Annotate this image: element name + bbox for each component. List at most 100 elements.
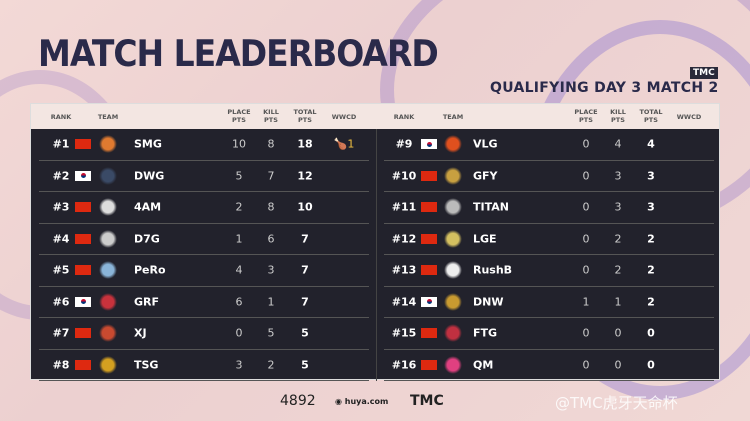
header-team: TEAM — [97, 113, 119, 121]
place-pts: 0 — [582, 358, 590, 372]
china-flag-icon — [421, 170, 437, 181]
place-pts: 1 — [582, 295, 590, 309]
team-name: FTG — [473, 326, 498, 340]
place-pts: 0 — [582, 263, 590, 277]
rank: #5 — [52, 263, 70, 277]
china-flag-icon — [75, 265, 91, 276]
total-pts: 2 — [647, 263, 655, 277]
table-row: #14 DNW 1 1 2 — [384, 287, 714, 318]
total-pts: 7 — [301, 263, 309, 277]
team-name: D7G — [134, 232, 160, 246]
table-row: #10 GFY 0 3 3 — [384, 161, 714, 192]
tmc-badge: TMC — [690, 67, 718, 79]
kill-pts: 6 — [267, 232, 275, 246]
team-logo-icon — [99, 229, 117, 248]
table-row: #8 TSG 3 2 5 — [39, 350, 369, 381]
korea-flag-icon — [75, 296, 91, 307]
table-row: #2 DWG 5 7 12 — [39, 161, 369, 192]
total-pts: 3 — [647, 169, 655, 183]
total-pts: 4 — [647, 137, 655, 151]
tmc-logo: TMC — [410, 393, 444, 409]
kill-pts: 3 — [614, 200, 622, 214]
rank: #2 — [52, 169, 70, 183]
place-pts: 3 — [235, 358, 243, 372]
header-wwcd: WWCD — [331, 113, 357, 121]
rank: #8 — [52, 358, 70, 372]
rank: #13 — [391, 263, 417, 277]
team-name: VLG — [473, 137, 498, 151]
china-flag-icon — [75, 202, 91, 213]
rank: #9 — [395, 137, 413, 151]
table-row: #3 4AM 2 8 10 — [39, 192, 369, 224]
team-name: QM — [473, 358, 494, 372]
huya-text: huya.com — [344, 397, 389, 406]
table-row: #5 PeRo 4 3 7 — [39, 255, 369, 287]
kill-pts: 7 — [267, 169, 275, 183]
wwcd-value: 1 — [347, 137, 355, 151]
header-total: TOTAL PTS — [293, 108, 317, 124]
china-flag-icon — [75, 328, 91, 339]
table-row: #11 TITAN 0 3 3 — [384, 192, 714, 224]
team-logo-icon — [444, 198, 462, 217]
kill-pts: 1 — [614, 295, 622, 309]
page-title: MATCH LEADERBOARD — [38, 32, 439, 75]
total-pts: 0 — [647, 326, 655, 340]
header-place: PLACE PTS — [227, 108, 251, 124]
kill-pts: 4 — [614, 137, 622, 151]
total-pts: 7 — [301, 295, 309, 309]
team-logo-icon — [444, 324, 462, 343]
column-divider — [376, 129, 377, 381]
table-header: RANK TEAM PLACE PTS KILL PTS TOTAL PTS WWCD RA… — [31, 104, 719, 129]
kill-pts: 8 — [267, 200, 275, 214]
rank: #12 — [391, 232, 417, 246]
kill-pts: 5 — [267, 326, 275, 340]
header-kill: KILL PTS — [610, 108, 626, 124]
team-logo-icon — [444, 229, 462, 248]
china-flag-icon — [421, 233, 437, 244]
place-pts: 0 — [582, 326, 590, 340]
header-total: TOTAL PTS — [639, 108, 663, 124]
kill-pts: 2 — [614, 263, 622, 277]
china-flag-icon — [421, 328, 437, 339]
china-flag-icon — [75, 139, 91, 150]
team-name: GFY — [473, 169, 498, 183]
table-row: #7 XJ 0 5 5 — [39, 318, 369, 350]
rank: #10 — [391, 169, 417, 183]
place-pts: 0 — [582, 169, 590, 183]
place-pts: 5 — [235, 169, 243, 183]
korea-flag-icon — [75, 170, 91, 181]
weibo-watermark: @TMC虎牙天命杯 — [555, 394, 678, 412]
match-subtitle: QUALIFYING DAY 3 MATCH 2 — [490, 80, 719, 96]
china-flag-icon — [421, 359, 437, 370]
total-pts: 2 — [647, 232, 655, 246]
studio-logo: 4892 — [280, 393, 316, 409]
team-name: TSG — [134, 358, 159, 372]
place-pts: 1 — [235, 232, 243, 246]
place-pts: 6 — [235, 295, 243, 309]
rank: #7 — [52, 326, 70, 340]
rank: #1 — [52, 137, 70, 151]
place-pts: 0 — [582, 232, 590, 246]
table-row: #15 FTG 0 0 0 — [384, 318, 714, 350]
place-pts: 2 — [235, 200, 243, 214]
total-pts: 10 — [297, 200, 313, 214]
header-wwcd: WWCD — [676, 113, 702, 121]
table-row: #1 SMG 10 8 18 🍗1 — [39, 129, 369, 161]
place-pts: 0 — [582, 137, 590, 151]
team-logo-icon — [99, 324, 117, 343]
team-logo-icon — [99, 135, 117, 154]
kill-pts: 3 — [614, 169, 622, 183]
table-row: #4 D7G 1 6 7 — [39, 224, 369, 255]
place-pts: 4 — [235, 263, 243, 277]
kill-pts: 8 — [267, 137, 275, 151]
team-logo-icon — [99, 198, 117, 217]
header-rank: RANK — [393, 113, 415, 121]
kill-pts: 0 — [614, 358, 622, 372]
total-pts: 2 — [647, 295, 655, 309]
team-logo-icon — [444, 261, 462, 280]
table-row: #12 LGE 0 2 2 — [384, 224, 714, 255]
rank: #4 — [52, 232, 70, 246]
header-kill: KILL PTS — [263, 108, 279, 124]
place-pts: 0 — [582, 200, 590, 214]
team-name: SMG — [134, 137, 162, 151]
